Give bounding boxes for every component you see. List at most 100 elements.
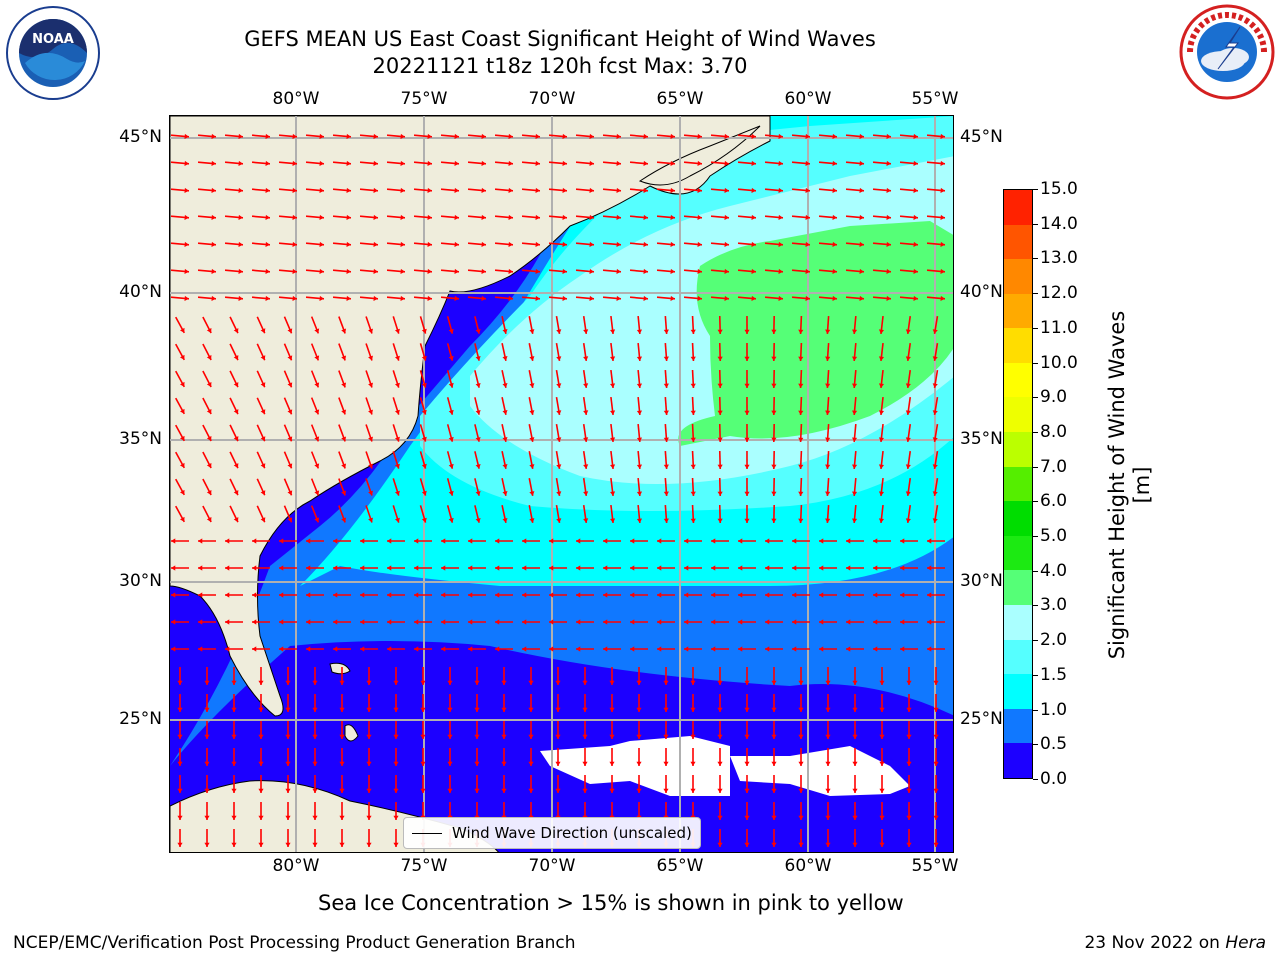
wave-direction-arrowhead (171, 592, 176, 598)
wave-direction-arrowhead (475, 409, 481, 415)
wave-direction-arrowhead (744, 437, 750, 442)
wave-direction-arrowhead (346, 268, 351, 274)
wave-direction-arrowhead (886, 295, 891, 301)
wave-direction-arrowhead (751, 187, 756, 193)
wave-direction-arrowhead (341, 463, 347, 469)
wave-direction-arrowhead (582, 761, 588, 766)
wave-direction-arrowhead (233, 517, 239, 523)
colorbar-segment (1004, 535, 1032, 571)
wave-direction-arrowhead (744, 464, 750, 469)
wave-direction-arrowhead (663, 761, 669, 766)
wave-direction-arrowhead (287, 463, 293, 469)
wave-direction-arrowhead (798, 761, 804, 766)
wave-direction-arrowhead (690, 464, 696, 469)
wave-direction-arrowhead (711, 565, 716, 571)
wave-direction-arrowhead (690, 734, 696, 739)
wave-direction-arrowhead (913, 133, 918, 139)
wave-direction-arrowhead (562, 295, 567, 301)
wave-direction-arrowhead (535, 133, 540, 139)
wave-direction-arrowhead (285, 680, 291, 685)
colorbar-segment (1004, 708, 1032, 744)
wave-direction-arrowhead (905, 356, 911, 361)
wave-direction-arrowhead (441, 565, 446, 571)
wave-direction-arrowhead (368, 382, 373, 388)
lat-tick-left: 25°N (119, 709, 162, 729)
wave-direction-arrowhead (717, 707, 723, 712)
wave-direction-arrowhead (441, 592, 446, 598)
wave-direction-arrowhead (177, 815, 183, 820)
wave-direction-arrowhead (285, 707, 291, 712)
wave-direction-arrowhead (932, 410, 938, 415)
wave-direction-arrowhead (738, 592, 743, 598)
wave-direction-arrowhead (260, 409, 266, 415)
wave-direction-arrowhead (366, 761, 372, 766)
wave-direction-arrowhead (690, 356, 696, 361)
colorbar-tick: 3.0 (1032, 595, 1068, 616)
wave-direction-arrowhead (717, 329, 723, 334)
lon-tick-bottom: 75°W (400, 856, 448, 876)
wave-direction-arrowhead (522, 538, 527, 544)
wave-direction-arrowhead (670, 241, 675, 247)
lon-tick-top: 70°W (528, 89, 576, 109)
wave-direction-arrowhead (630, 619, 635, 625)
wave-direction-arrowhead (913, 160, 918, 166)
colorbar-tick: 8.0 (1032, 421, 1068, 442)
wave-direction-arrowhead (609, 761, 615, 766)
wave-direction-arrowhead (314, 409, 320, 415)
wave-direction-arrowhead (306, 538, 311, 544)
wave-direction-arrowhead (441, 619, 446, 625)
wave-direction-arrowhead (312, 761, 318, 766)
wave-height-map[interactable] (169, 115, 954, 853)
colorbar-tick: 4.0 (1032, 560, 1068, 581)
wave-direction-arrowhead (475, 328, 481, 334)
wave-direction-arrowhead (798, 680, 804, 685)
wave-direction-arrowhead (198, 538, 203, 544)
wave-direction-arrowhead (252, 565, 257, 571)
wave-direction-arrowhead (778, 133, 783, 139)
wave-direction-arrowhead (778, 214, 783, 220)
wave-direction-arrowhead (502, 518, 508, 523)
wave-direction-arrowhead (636, 734, 642, 739)
wave-direction-arrowhead (697, 133, 702, 139)
wave-direction-arrowhead (825, 464, 831, 469)
wave-direction-arrowhead (933, 815, 939, 820)
wave-direction-arrowhead (495, 592, 500, 598)
wave-direction-arrowhead (285, 815, 291, 820)
wave-direction-arrowhead (333, 565, 338, 571)
wave-direction-arrowhead (341, 328, 347, 334)
wave-direction-arrowhead (724, 187, 729, 193)
wave-direction-arrowhead (616, 214, 621, 220)
wave-direction-arrowhead (589, 187, 594, 193)
wave-direction-arrowhead (319, 214, 324, 220)
wave-direction-arrowhead (852, 815, 858, 820)
wave-direction-arrowhead (481, 214, 486, 220)
wave-direction-arrowhead (231, 842, 237, 847)
wave-direction-arrowhead (744, 329, 750, 334)
wave-direction-arrowhead (859, 133, 864, 139)
wave-direction-arrowhead (805, 187, 810, 193)
wave-direction-arrowhead (832, 295, 837, 301)
lat-tick-right: 45°N (960, 127, 1003, 147)
wave-direction-arrowhead (314, 382, 320, 388)
colorbar-segment (1004, 397, 1032, 433)
wave-direction-arrowhead (636, 761, 642, 766)
wave-direction-arrowhead (447, 680, 453, 685)
lon-tick-top: 60°W (784, 89, 832, 109)
map-canvas (170, 116, 953, 852)
wave-direction-arrowhead (778, 241, 783, 247)
wave-direction-arrowhead (333, 592, 338, 598)
wave-direction-arrowhead (184, 187, 189, 193)
wave-direction-arrowhead (778, 268, 783, 274)
wave-direction-arrowhead (906, 761, 912, 766)
colorbar-tick: 15.0 (1033, 179, 1078, 199)
wave-direction-arrowhead (447, 788, 453, 793)
wave-direction-arrowhead (906, 842, 912, 847)
wave-direction-arrowhead (387, 592, 392, 598)
wave-direction-arrowhead (859, 268, 864, 274)
wave-direction-arrowhead (717, 383, 723, 388)
wave-direction-arrowhead (556, 383, 562, 388)
wave-direction-arrowhead (690, 410, 696, 415)
wave-direction-arrowhead (475, 382, 481, 388)
wave-direction-arrowhead (549, 565, 554, 571)
wave-direction-arrowhead (663, 437, 669, 442)
